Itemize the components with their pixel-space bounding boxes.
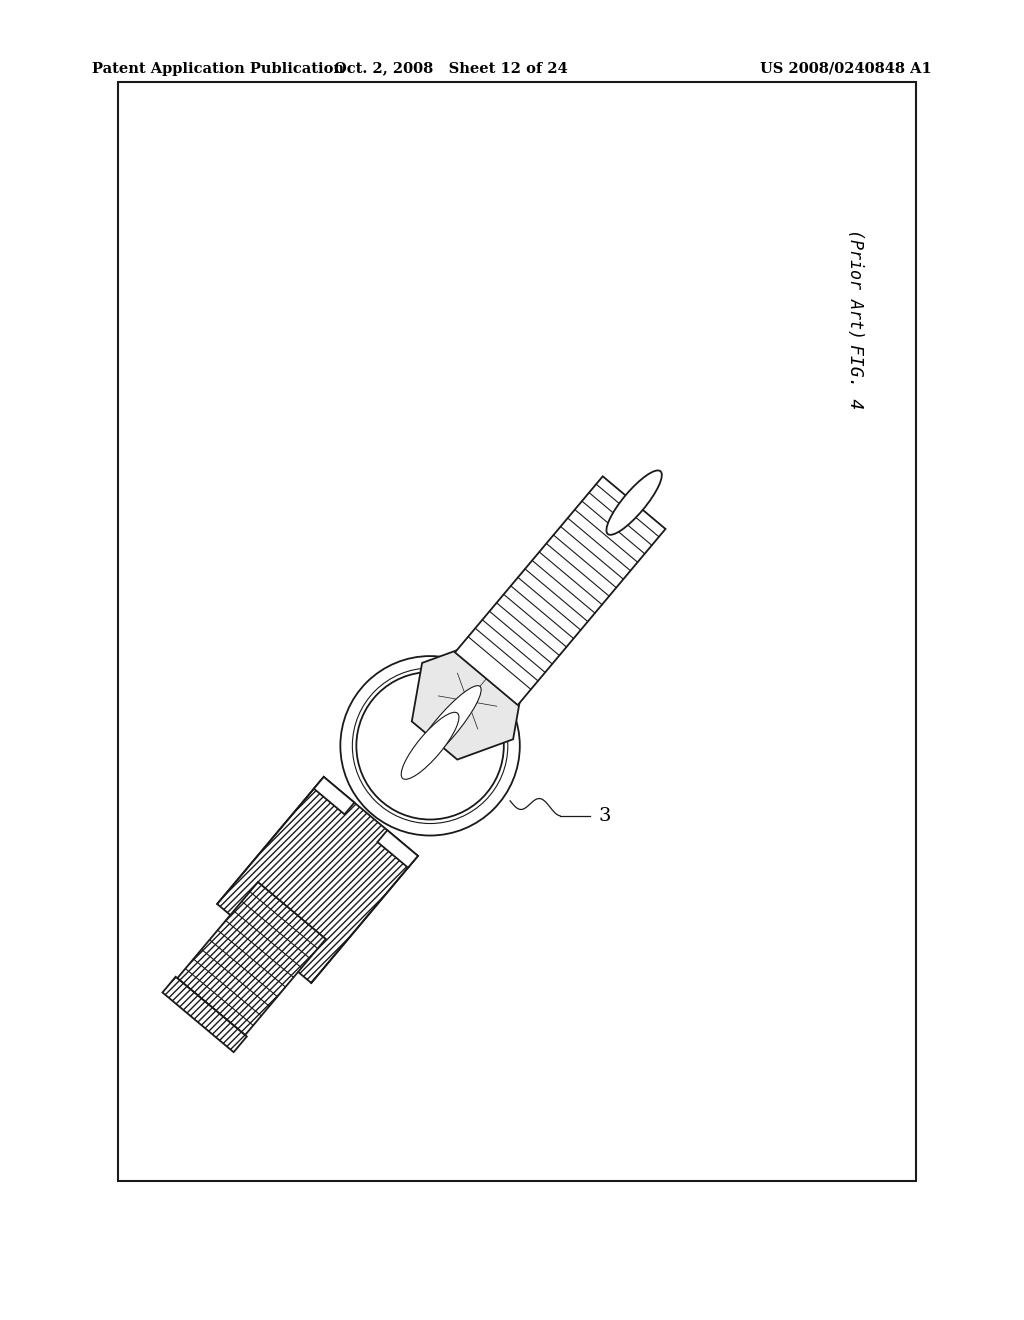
Circle shape [356, 672, 504, 820]
Polygon shape [378, 830, 418, 867]
Text: (Prior Art): (Prior Art) [846, 228, 864, 339]
Ellipse shape [606, 470, 662, 535]
Polygon shape [217, 777, 418, 983]
Text: US 2008/0240848 A1: US 2008/0240848 A1 [760, 62, 932, 75]
Ellipse shape [411, 685, 481, 768]
Polygon shape [314, 777, 354, 814]
Polygon shape [177, 882, 326, 1035]
Text: 3: 3 [598, 807, 610, 825]
Text: Patent Application Publication: Patent Application Publication [92, 62, 344, 75]
Bar [118, 82, 916, 1181]
Text: FIG. 4: FIG. 4 [846, 343, 864, 409]
Polygon shape [455, 477, 666, 705]
Polygon shape [412, 643, 523, 759]
Text: Oct. 2, 2008   Sheet 12 of 24: Oct. 2, 2008 Sheet 12 of 24 [334, 62, 567, 75]
Ellipse shape [401, 713, 459, 779]
Polygon shape [163, 977, 247, 1052]
